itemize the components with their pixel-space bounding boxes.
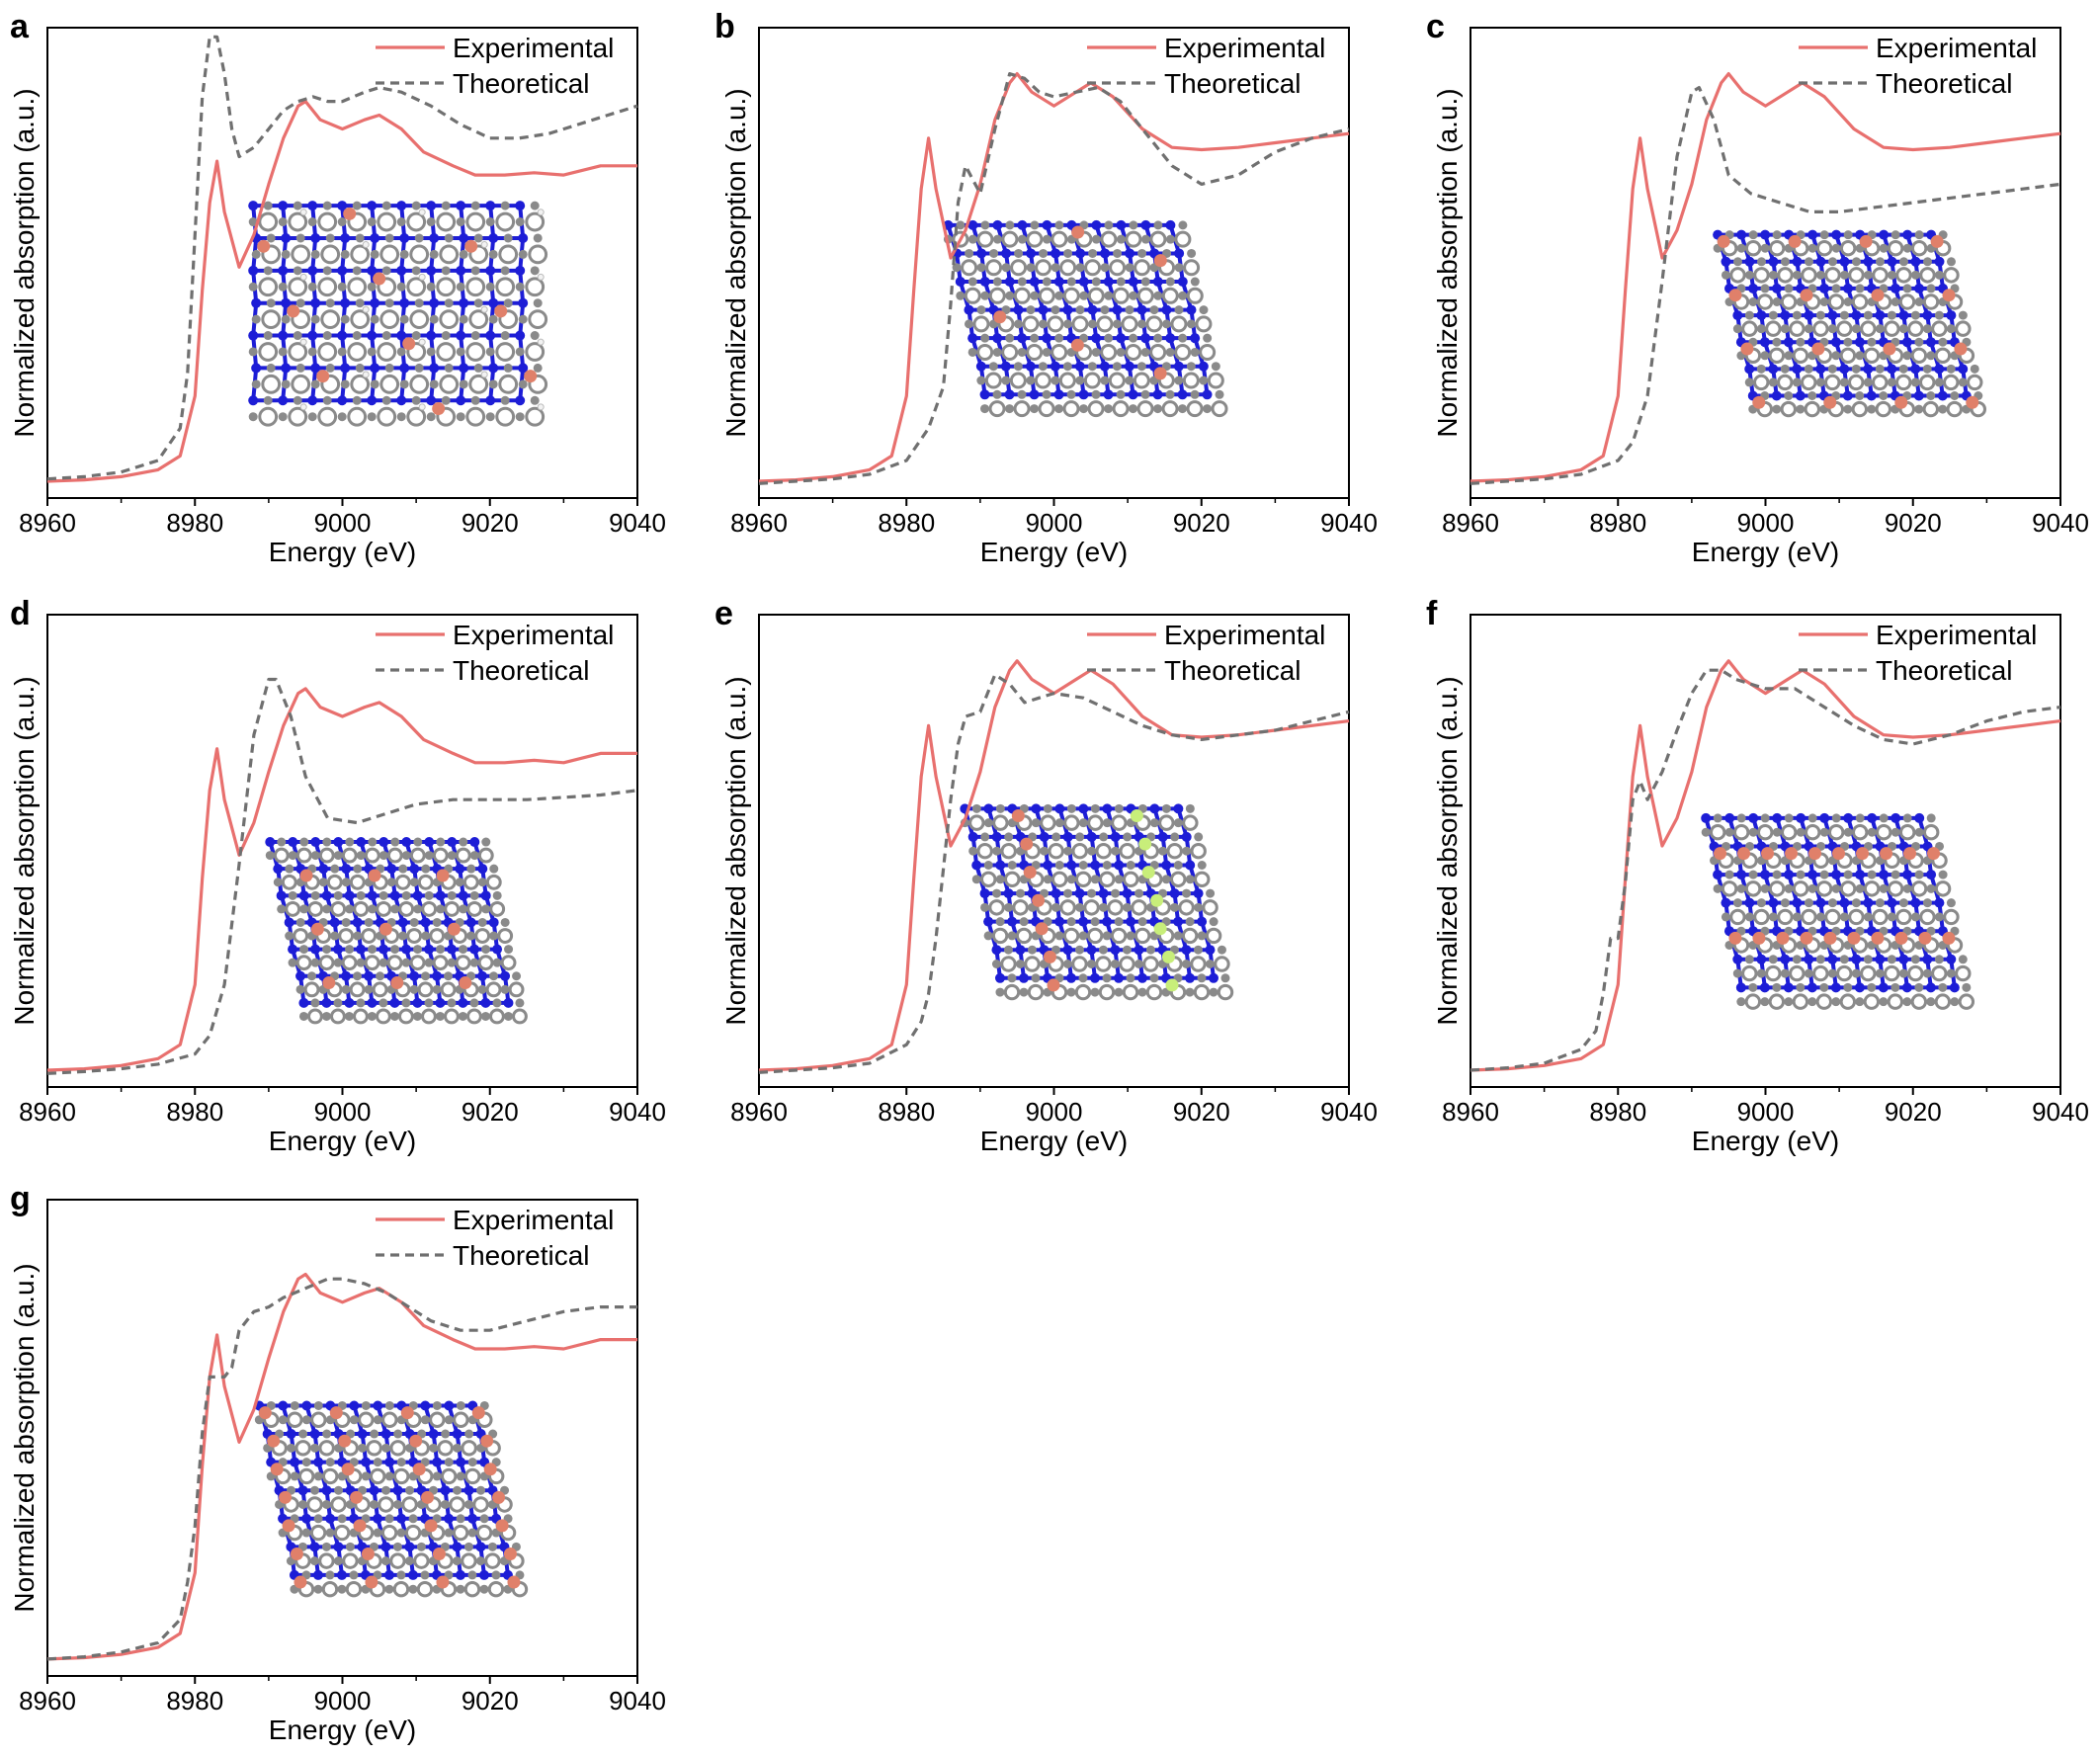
- series-experimental: [758, 72, 1350, 483]
- series-theoretical: [46, 1277, 637, 1661]
- legend-label: Experimental: [453, 1205, 614, 1235]
- panel-letter: b: [714, 8, 735, 45]
- x-tick-label: 9000: [314, 1097, 372, 1127]
- x-tick-label: 8960: [19, 1686, 76, 1715]
- x-axis-title: Energy (eV): [269, 537, 416, 567]
- x-axis-title: Energy (eV): [1692, 537, 1839, 567]
- x-tick-label: 9020: [1173, 508, 1230, 538]
- legend-label: Experimental: [1876, 33, 2037, 63]
- y-axis-title: Normalized absorption (a.u.): [720, 88, 751, 437]
- x-tick-label: 9000: [1737, 1097, 1795, 1127]
- series-theoretical: [758, 72, 1350, 485]
- x-tick-label: 9040: [1320, 508, 1378, 538]
- panel-g: g 8960 8980 9000 9020 9040 Energy (eV) Normaliz…: [9, 1180, 666, 1745]
- x-tick-label: 8960: [1442, 1097, 1499, 1127]
- x-axis-title: Energy (eV): [269, 1715, 416, 1745]
- series-experimental: [1470, 72, 2061, 483]
- x-tick-label: 9000: [1737, 508, 1795, 538]
- panel-b: b 8960 8980 9000 9020 9040 Energy (eV) Normaliz…: [714, 8, 1378, 567]
- series-experimental: [46, 100, 637, 483]
- x-tick-label: 9000: [314, 508, 372, 538]
- panel-f: f 8960 8980 9000 9020 9040 Energy (eV) Normaliz…: [1426, 595, 2089, 1156]
- x-tick-label: 8960: [730, 508, 788, 538]
- x-axis-title: Energy (eV): [1692, 1126, 1839, 1156]
- x-tick-label: 9040: [609, 1097, 666, 1127]
- y-axis-title: Normalized absorption (a.u.): [1432, 88, 1463, 437]
- inset-structure-d: [265, 837, 528, 1025]
- inset-structure-f: [1701, 812, 1975, 1010]
- x-tick-label: 9020: [1885, 1097, 1942, 1127]
- series-experimental: [46, 687, 637, 1072]
- series-experimental: [46, 1272, 637, 1661]
- x-tick-label: 9000: [1026, 1097, 1083, 1127]
- series-theoretical: [46, 677, 638, 1075]
- legend-label: Experimental: [1876, 620, 2037, 650]
- series-theoretical: [1470, 668, 2061, 1072]
- x-tick-label: 8980: [1589, 1097, 1646, 1127]
- panel-e: e 8960 8980 9000 9020 9040 Energy (eV) Normaliz…: [714, 595, 1378, 1156]
- y-axis-title: Normalized absorption (a.u.): [9, 1263, 40, 1612]
- legend-label: Theoretical: [453, 655, 590, 686]
- series-theoretical: [758, 673, 1350, 1074]
- y-axis-title: Normalized absorption (a.u.): [9, 676, 40, 1025]
- legend-label: Experimental: [1164, 33, 1325, 63]
- inset-structure-b: [943, 219, 1228, 418]
- x-tick-label: 8980: [166, 1686, 223, 1715]
- x-tick-label: 8960: [1442, 508, 1499, 538]
- series-theoretical: [1470, 86, 2061, 485]
- panel-letter: a: [10, 8, 30, 45]
- x-tick-label: 8960: [730, 1097, 788, 1127]
- x-axis-title: Energy (eV): [980, 1126, 1128, 1156]
- panel-letter: d: [10, 595, 31, 632]
- x-tick-label: 9020: [462, 1686, 519, 1715]
- inset-structure-e: [960, 803, 1234, 1001]
- x-tick-label: 9020: [462, 1097, 519, 1127]
- panel-letter: c: [1426, 8, 1445, 45]
- x-tick-label: 9000: [1026, 508, 1083, 538]
- x-tick-label: 8980: [166, 508, 223, 538]
- legend-label: Theoretical: [453, 1240, 590, 1271]
- x-tick-label: 8960: [19, 1097, 76, 1127]
- x-tick-label: 9040: [2032, 508, 2089, 538]
- panel-d: d 8960 8980 9000 9020 9040 Energy (eV) Normaliz…: [9, 595, 666, 1156]
- legend-label: Theoretical: [1876, 655, 2013, 686]
- legend-label: Theoretical: [1876, 68, 2013, 99]
- x-axis-title: Energy (eV): [269, 1126, 416, 1156]
- x-tick-label: 9040: [1320, 1097, 1378, 1127]
- x-tick-label: 9040: [609, 1686, 666, 1715]
- legend-label: Theoretical: [1164, 68, 1302, 99]
- panel-a: a 8960 8980 9000 9020 9040 Energy (eV) Normaliz…: [9, 8, 666, 567]
- x-tick-label: 9020: [1173, 1097, 1230, 1127]
- x-axis-title: Energy (eV): [980, 537, 1128, 567]
- panel-letter: f: [1426, 595, 1438, 632]
- inset-structure-c: [1713, 229, 1987, 418]
- x-tick-label: 9040: [609, 508, 666, 538]
- x-tick-label: 9040: [2032, 1097, 2089, 1127]
- legend-label: Experimental: [453, 620, 614, 650]
- panel-letter: g: [10, 1180, 31, 1217]
- legend-label: Theoretical: [1164, 655, 1302, 686]
- series-experimental: [1470, 659, 2061, 1072]
- x-tick-label: 8980: [878, 1097, 935, 1127]
- y-axis-title: Normalized absorption (a.u.): [1432, 676, 1463, 1025]
- legend-label: Experimental: [1164, 620, 1325, 650]
- inset-structure-g: [254, 1400, 529, 1598]
- x-tick-label: 8980: [1589, 508, 1646, 538]
- legend-label: Experimental: [453, 33, 614, 63]
- panel-c: c 8960 8980 9000 9020 9040 Energy (eV) Normaliz…: [1426, 8, 2089, 567]
- x-tick-label: 9020: [1885, 508, 1942, 538]
- y-axis-title: Normalized absorption (a.u.): [720, 676, 751, 1025]
- x-tick-label: 9000: [314, 1686, 372, 1715]
- x-tick-label: 8980: [166, 1097, 223, 1127]
- legend-label: Theoretical: [453, 68, 590, 99]
- inset-structure-a: [248, 201, 548, 427]
- x-tick-label: 9020: [462, 508, 519, 538]
- x-tick-label: 8960: [19, 508, 76, 538]
- x-tick-label: 8980: [878, 508, 935, 538]
- y-axis-title: Normalized absorption (a.u.): [9, 88, 40, 437]
- series-theoretical: [46, 35, 638, 481]
- panel-letter: e: [714, 595, 733, 632]
